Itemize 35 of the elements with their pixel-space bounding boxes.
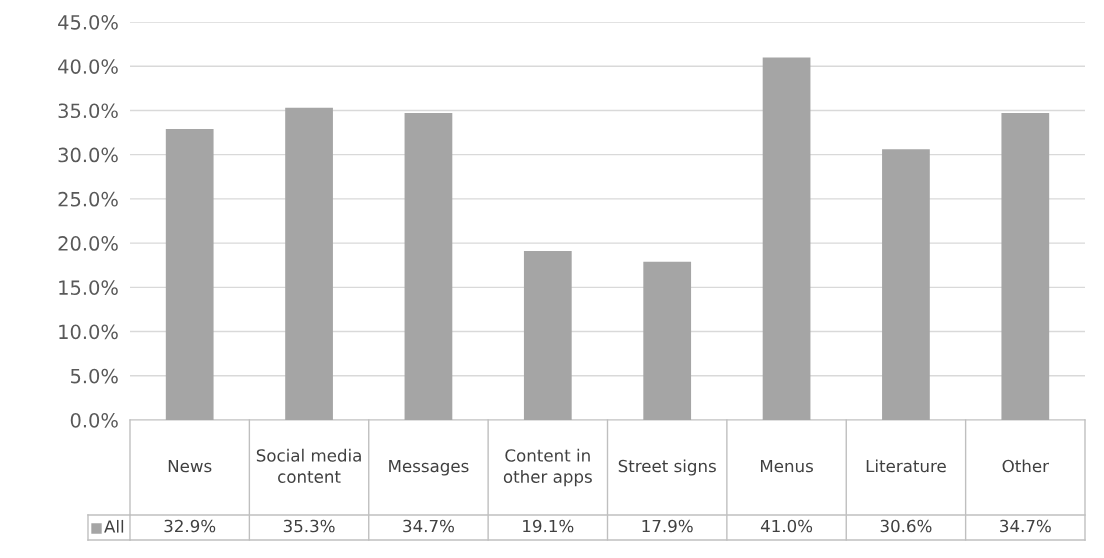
x-tick-label: Other <box>1002 459 1049 473</box>
bar <box>1001 113 1050 420</box>
data-label: 41.0% <box>760 519 813 533</box>
x-tick-label: Social media content <box>256 448 361 483</box>
x-tick-label: Literature <box>866 459 946 473</box>
bar <box>523 251 572 420</box>
x-tick-label: Content in other apps <box>503 448 592 487</box>
x-tick-label: Messages <box>389 459 469 476</box>
y-tick-label: 0.0% <box>70 412 118 428</box>
legend-label: All <box>104 519 124 533</box>
bar <box>404 113 453 420</box>
data-label: 32.9% <box>164 519 216 533</box>
bar <box>643 261 692 420</box>
y-tick-label: 40.0% <box>58 59 118 74</box>
data-label: 34.7% <box>403 519 454 533</box>
y-tick-label: 20.0% <box>58 236 118 251</box>
bar <box>762 57 811 420</box>
bar <box>165 129 214 420</box>
bar <box>882 149 930 420</box>
data-label: 35.3% <box>283 519 335 533</box>
x-tick-label: News <box>168 459 212 473</box>
y-tick-label: 30.0% <box>58 147 118 163</box>
x-tick-label: Menus <box>760 459 813 473</box>
y-tick-label: 35.0% <box>58 103 118 119</box>
data-label: 30.6% <box>880 519 932 533</box>
y-tick-label: 5.0% <box>70 368 118 384</box>
data-label: 19.1% <box>523 519 574 533</box>
x-tick-label: Street signs <box>618 459 716 476</box>
y-tick-label: 15.0% <box>59 280 118 295</box>
data-label: 34.7% <box>1000 519 1051 533</box>
bar <box>285 107 333 420</box>
y-tick-label: 45.0% <box>58 14 118 30</box>
data-label: 17.9% <box>642 519 693 533</box>
y-tick-label: 10.0% <box>59 324 118 340</box>
y-tick-label: 25.0% <box>58 191 118 207</box>
